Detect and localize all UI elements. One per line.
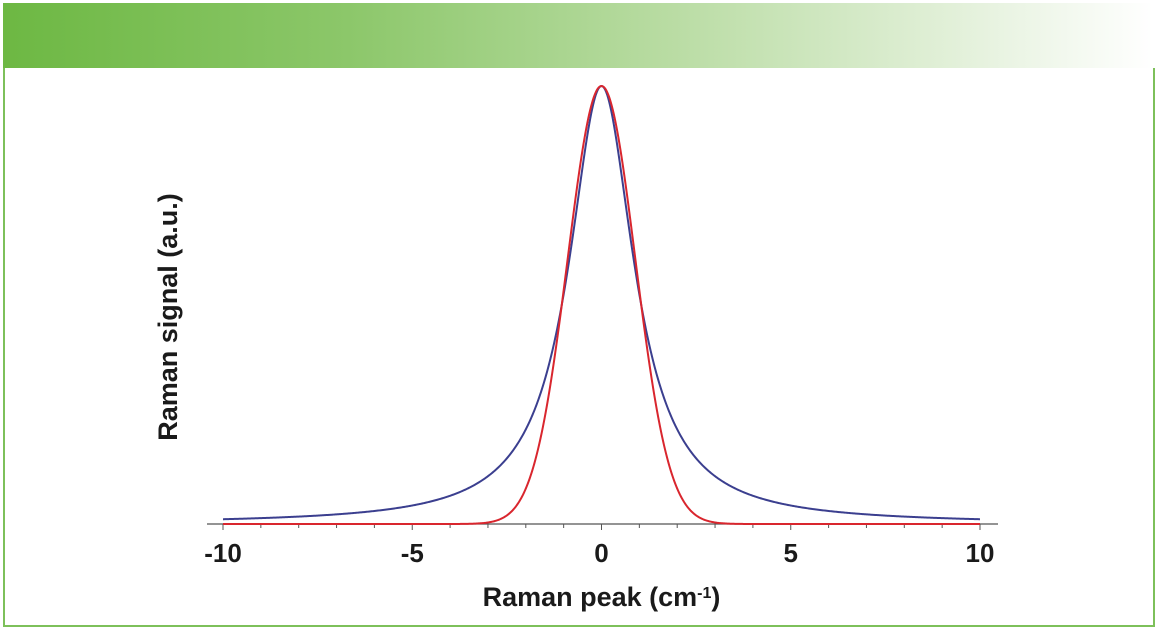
y-axis-title: Raman signal (a.u.)	[153, 193, 183, 441]
x-axis-title-sup: -1	[697, 585, 711, 602]
header-band	[3, 3, 1153, 70]
x-tick-label: -5	[401, 538, 424, 568]
lorentzian-curve	[222, 84, 981, 521]
x-tick-label: -10	[204, 538, 242, 568]
x-axis-title-main: Raman peak (cm	[483, 582, 698, 612]
x-tick-label: 10	[966, 538, 995, 568]
x-tick-label: 0	[594, 538, 608, 568]
x-axis-title-end: )	[711, 582, 720, 612]
gaussian-curve	[223, 84, 980, 525]
x-tick-label: 5	[784, 538, 798, 568]
chart-frame	[3, 68, 1155, 627]
x-axis-title: Raman peak (cm-1)	[483, 582, 721, 612]
x-tick-labels: -10 -5 0 5 10	[204, 538, 994, 568]
